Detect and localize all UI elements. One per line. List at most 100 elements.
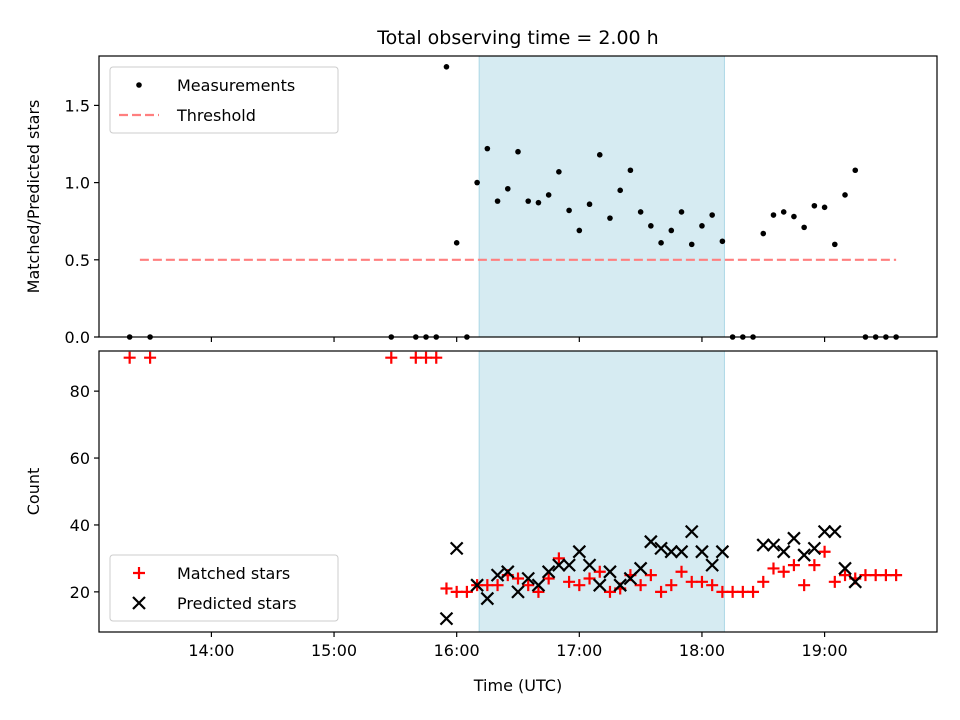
- data-point: [678, 209, 685, 215]
- data-point: [582, 558, 597, 572]
- data-point: [848, 575, 863, 589]
- data-point: [542, 572, 555, 585]
- data-point: [453, 240, 460, 246]
- data-point: [440, 582, 453, 595]
- highlight-span: [478, 55, 725, 338]
- data-point: [747, 585, 760, 598]
- data-point: [828, 524, 842, 539]
- data-point: [494, 198, 501, 204]
- data-point: [791, 213, 797, 220]
- data-point: [879, 569, 892, 582]
- data-point: [695, 575, 708, 588]
- data-point: [654, 541, 668, 556]
- data-point: [484, 145, 491, 152]
- y-tick-label: 1.5: [65, 96, 90, 115]
- x-tick-label: 17:00: [556, 641, 602, 660]
- legend-box: [109, 554, 339, 622]
- data-point: [592, 578, 607, 592]
- data-point: [706, 579, 719, 592]
- data-point: [603, 565, 617, 579]
- legend-label: Predicted stars: [177, 594, 297, 613]
- x-tick-label: 15:00: [311, 641, 357, 660]
- chart-title: Total observing time = 2.00 h: [376, 27, 658, 49]
- data-point: [633, 561, 648, 576]
- data-point: [603, 585, 616, 598]
- y-axis-label: Count: [24, 468, 43, 516]
- data-point: [541, 565, 556, 579]
- data-point: [726, 585, 739, 598]
- data-point: [501, 565, 515, 579]
- data-point: [807, 541, 822, 556]
- y-tick-label: 0.5: [65, 251, 90, 270]
- legend-marker: [132, 596, 146, 610]
- data-point: [766, 538, 781, 552]
- data-point: [535, 199, 542, 206]
- data-point: [736, 585, 749, 598]
- data-point: [552, 552, 565, 565]
- data-point: [770, 212, 777, 218]
- data-point: [709, 212, 715, 218]
- data-point: [563, 575, 576, 588]
- data-point: [449, 541, 464, 556]
- y-tick-label: 40: [70, 516, 90, 535]
- data-point: [675, 565, 688, 578]
- data-point: [480, 591, 495, 606]
- data-point: [593, 565, 606, 578]
- data-point: [832, 241, 838, 248]
- data-point: [797, 548, 811, 562]
- axes-frame: [98, 55, 938, 338]
- data-point: [760, 230, 767, 237]
- data-point: [504, 185, 511, 192]
- data-point: [572, 544, 587, 559]
- data-point: [490, 568, 505, 582]
- data-point: [586, 201, 593, 208]
- data-point: [512, 572, 524, 585]
- data-point: [852, 167, 859, 174]
- y-tick-label: 80: [70, 382, 90, 401]
- data-point: [566, 207, 572, 214]
- x-tick-label: 14:00: [188, 641, 234, 660]
- data-point: [531, 578, 546, 592]
- data-point: [828, 575, 841, 588]
- data-point: [613, 578, 627, 592]
- data-point: [627, 167, 634, 174]
- data-point: [818, 545, 831, 558]
- bottom-panel: 20 40 60 80 14:00 15:00 16:00 17:00 18:00 19:00 Co…: [24, 350, 938, 695]
- data-point: [644, 569, 657, 582]
- data-point: [573, 579, 586, 592]
- data-point: [705, 558, 719, 572]
- data-point: [409, 351, 422, 364]
- data-point: [439, 611, 454, 626]
- data-point: [474, 179, 480, 186]
- data-point: [511, 585, 525, 599]
- data-point: [634, 579, 647, 592]
- data-point: [684, 524, 699, 539]
- data-point: [562, 558, 576, 572]
- data-point: [859, 569, 872, 582]
- data-point: [811, 202, 818, 209]
- data-point: [430, 351, 443, 364]
- data-point: [644, 534, 658, 549]
- data-point: [839, 569, 852, 582]
- data-point: [420, 351, 433, 364]
- x-tick-label: 16:00: [434, 641, 480, 660]
- data-point: [756, 538, 771, 552]
- data-point: [821, 204, 828, 211]
- data-point: [450, 585, 463, 598]
- x-tick-label: 19:00: [802, 641, 848, 660]
- data-point: [648, 223, 654, 229]
- legend-label: Measurements: [177, 76, 295, 95]
- legend-label: Threshold: [176, 106, 256, 125]
- data-point: [522, 579, 535, 592]
- data-point: [144, 351, 157, 364]
- data-point: [780, 209, 787, 215]
- data-point: [767, 562, 780, 575]
- data-point: [688, 241, 695, 248]
- data-point: [842, 192, 848, 198]
- data-point: [817, 524, 832, 539]
- data-point: [776, 544, 791, 559]
- legend: Matched stars Predicted stars: [109, 554, 339, 622]
- data-point: [491, 579, 504, 592]
- data-point: [658, 240, 664, 246]
